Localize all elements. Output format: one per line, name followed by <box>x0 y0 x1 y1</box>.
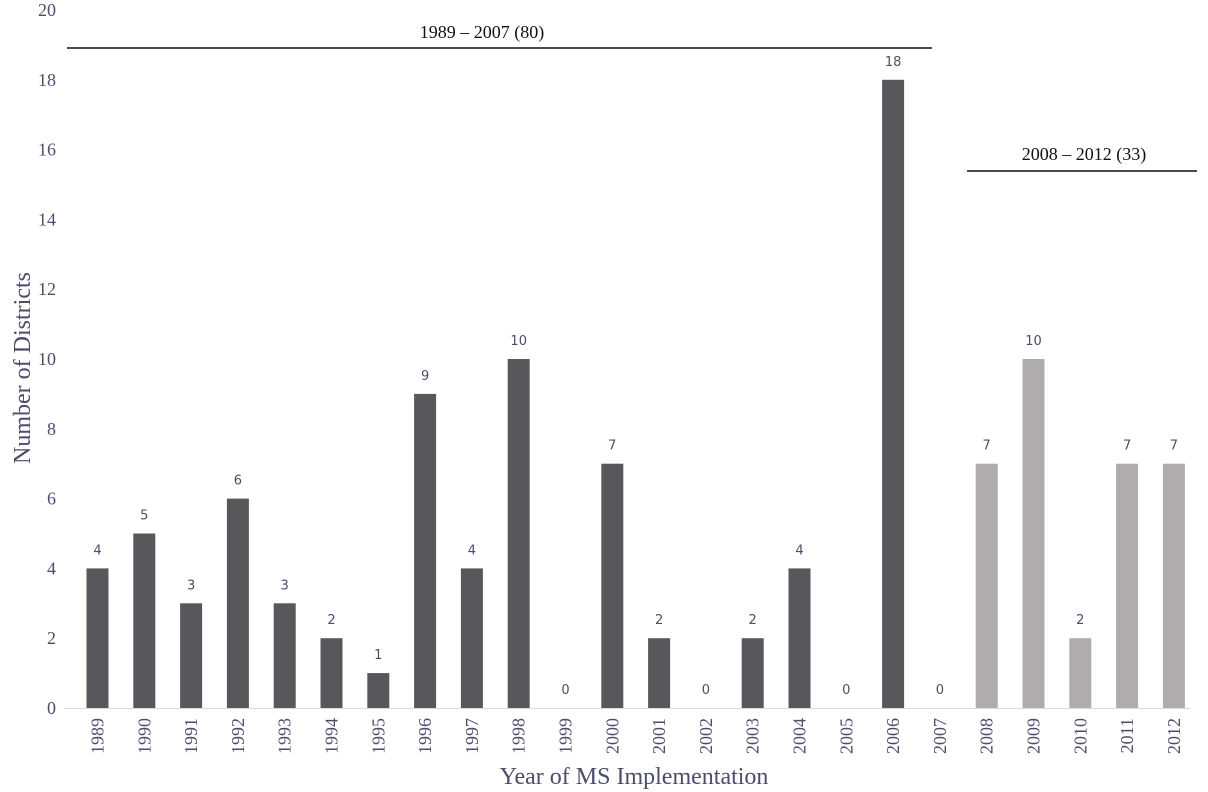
data-label: 6 <box>234 474 242 489</box>
x-tick-label: 2004 <box>790 718 810 754</box>
data-label: 2 <box>749 613 757 628</box>
x-tick-label: 2008 <box>977 718 997 754</box>
y-tick-label: 4 <box>47 558 56 578</box>
x-tick-label: 1998 <box>509 718 529 754</box>
data-label: 0 <box>936 683 944 698</box>
x-tick-label: 1990 <box>134 718 154 754</box>
data-label: 9 <box>421 369 429 384</box>
data-labels: 4 5 3 6 3 2 1 9 4 10 0 7 2 0 2 4 0 18 0 7 10 2 7 7 <box>93 55 1178 698</box>
data-label: 7 <box>1123 439 1131 454</box>
bar <box>648 638 671 708</box>
x-tick-label: 1997 <box>462 718 482 754</box>
bar <box>226 498 249 708</box>
y-tick-label: 2 <box>47 628 56 648</box>
y-tick-label: 10 <box>38 349 56 369</box>
x-tick-label: 1999 <box>556 718 576 754</box>
bar <box>180 603 203 708</box>
data-label: 2 <box>1076 613 1084 628</box>
x-tick-label: 1994 <box>322 718 342 754</box>
x-tick-label: 2006 <box>883 718 903 754</box>
y-tick-label: 8 <box>47 419 56 439</box>
x-tick-label: 2011 <box>1117 718 1137 753</box>
y-tick-label: 18 <box>38 70 56 90</box>
data-label: 5 <box>140 509 148 524</box>
bar <box>273 603 296 708</box>
x-tick-label: 2012 <box>1164 718 1184 754</box>
y-axis-ticks: 0 2 4 6 8 10 12 14 16 18 20 <box>38 0 56 718</box>
bars <box>86 79 1185 709</box>
x-tick-label: 2003 <box>743 718 763 754</box>
y-tick-label: 12 <box>38 279 56 299</box>
period-2-label: 2008 – 2012 (33) <box>1022 144 1147 165</box>
x-tick-label: 1993 <box>275 718 295 754</box>
data-label: 7 <box>608 439 616 454</box>
bar <box>741 638 764 708</box>
bar <box>1116 463 1139 708</box>
bar <box>975 463 998 708</box>
data-label: 2 <box>327 613 335 628</box>
y-tick-label: 6 <box>47 489 56 509</box>
x-tick-label: 2007 <box>930 718 950 754</box>
data-label: 3 <box>187 578 195 593</box>
data-label: 4 <box>468 543 476 558</box>
x-tick-label: 1992 <box>228 718 248 754</box>
data-label: 1 <box>374 648 382 663</box>
data-label: 4 <box>795 543 803 558</box>
x-tick-label: 1996 <box>415 718 435 754</box>
bar <box>414 393 437 708</box>
x-tick-label: 1995 <box>368 718 388 754</box>
y-tick-label: 16 <box>38 140 56 160</box>
y-tick-label: 20 <box>38 0 56 20</box>
bar <box>507 359 530 708</box>
bar <box>86 568 109 708</box>
x-tick-label: 1989 <box>88 718 108 754</box>
bar <box>320 638 343 708</box>
x-tick-label: 2000 <box>602 718 622 754</box>
x-tick-label: 1991 <box>181 718 201 754</box>
x-axis-ticks: 1989 1990 1991 1992 1993 1994 1995 1996 1997 1998… <box>88 718 1184 754</box>
bar <box>788 568 811 708</box>
bar <box>133 533 156 708</box>
bar <box>601 463 624 708</box>
data-label: 0 <box>842 683 850 698</box>
bar <box>1162 463 1185 708</box>
data-label: 10 <box>510 334 527 349</box>
x-tick-label: 2005 <box>836 718 856 754</box>
data-label: 2 <box>655 613 663 628</box>
bar <box>367 673 390 708</box>
y-axis-title: Number of Districts <box>10 272 36 464</box>
data-label: 0 <box>702 683 710 698</box>
x-tick-label: 2009 <box>1024 718 1044 754</box>
data-label: 18 <box>885 55 902 70</box>
x-axis-title: Year of MS Implementation <box>500 764 769 790</box>
x-tick-label: 2010 <box>1070 718 1090 754</box>
period-1-label: 1989 – 2007 (80) <box>420 22 545 43</box>
data-label: 7 <box>1170 439 1178 454</box>
y-tick-label: 0 <box>47 698 56 718</box>
bar <box>1069 638 1092 708</box>
data-label: 10 <box>1025 334 1042 349</box>
data-label: 4 <box>93 543 101 558</box>
data-label: 7 <box>983 439 991 454</box>
bar <box>882 79 905 709</box>
bar <box>460 568 483 708</box>
x-tick-label: 2001 <box>649 718 669 754</box>
data-label: 0 <box>561 683 569 698</box>
x-tick-label: 2002 <box>696 718 716 754</box>
bar <box>1022 359 1045 708</box>
y-tick-label: 14 <box>38 209 56 229</box>
data-label: 3 <box>281 578 289 593</box>
